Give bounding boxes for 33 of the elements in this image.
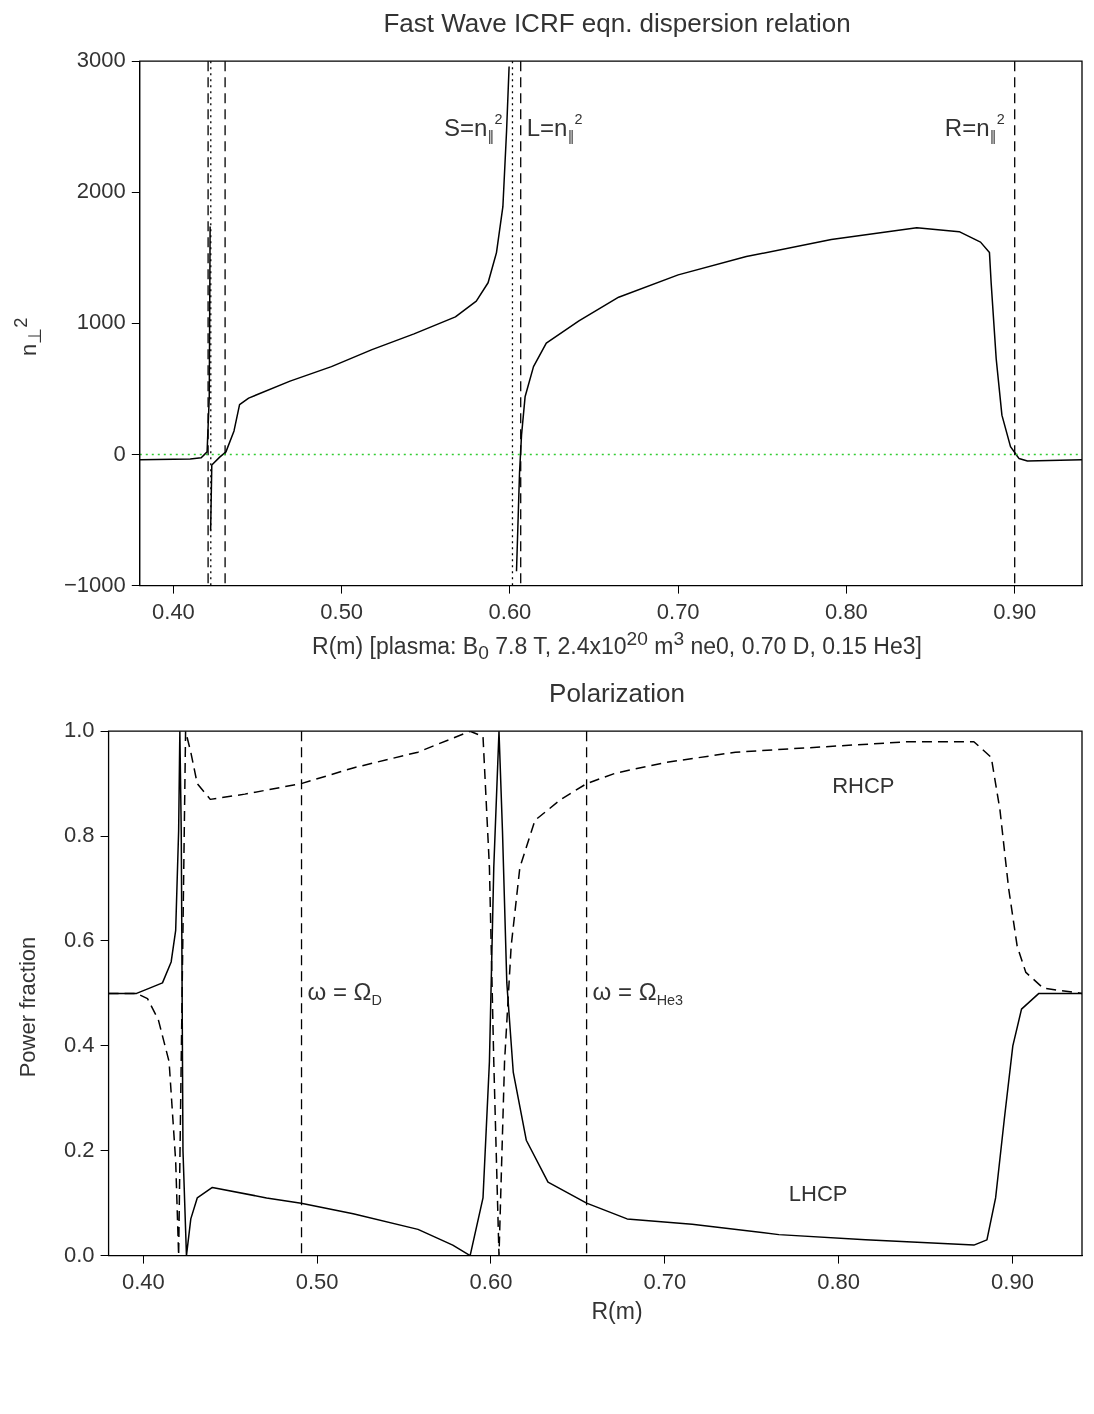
chart-title: Fast Wave ICRF eqn. dispersion relation: [382, 8, 852, 40]
x-tick-label: 0.70: [643, 1269, 687, 1295]
y-tick-label: 0: [113, 440, 126, 466]
x-tick-label: 0.60: [488, 598, 532, 624]
series-label: RHCP: [832, 773, 895, 799]
chart-title: Polarization: [548, 678, 686, 711]
y-tick-label: 3000: [76, 47, 126, 73]
y-tick-label: 2000: [76, 178, 126, 204]
x-tick-label: 0.90: [991, 1269, 1034, 1295]
y-axis-title: Power fraction: [15, 936, 41, 1078]
x-tick-label: 0.70: [656, 598, 700, 624]
x-axis-title: R(m): [590, 1298, 644, 1326]
x-tick-label: 0.40: [152, 598, 195, 624]
series-label: LHCP: [788, 1180, 848, 1206]
x-axis-title: R(m) [plasma: B$_{0}$ 7.8 T, 2.4x10$^{20}$ m$^{3}$ ne0, 0.70 D, 0.15 He3]: [311, 628, 923, 665]
x-tick-label: 0.80: [817, 1269, 861, 1295]
x-tick-label: 0.80: [825, 598, 868, 624]
ref-line-label: S=n∥2: [443, 110, 503, 145]
y-tick-label: 0.2: [63, 1137, 95, 1163]
ref-line-label: L=n∥2: [526, 110, 583, 145]
y-tick-label: 1.0: [63, 717, 95, 743]
x-tick-label: 0.60: [469, 1269, 513, 1295]
x-tick-label: 0.40: [121, 1269, 165, 1295]
y-tick-label: 0.6: [63, 927, 95, 953]
x-tick-label: 0.90: [993, 598, 1037, 624]
x-tick-label: 0.50: [320, 598, 364, 624]
y-tick-label: 0.8: [63, 822, 95, 848]
x-tick-label: 0.50: [295, 1269, 339, 1295]
y-tick-label: 1000: [76, 309, 126, 335]
y-tick-label: 0.4: [63, 1032, 95, 1058]
y-tick-label: −1000: [63, 571, 126, 597]
y-tick-label: 0.0: [63, 1241, 95, 1267]
ref-line-label: R=n∥2: [944, 110, 1005, 145]
